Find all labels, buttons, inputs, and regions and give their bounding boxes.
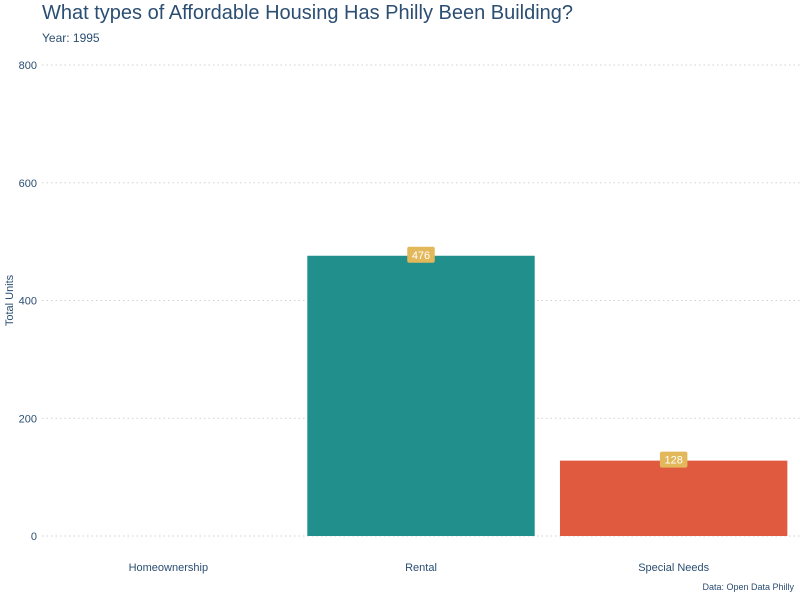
data-label: 476 [412,250,430,262]
y-tick-label: 400 [19,296,37,308]
data-source-caption: Data: Open Data Philly [702,582,794,592]
data-labels: 476 128 [407,246,688,468]
y-tick-label: 600 [19,178,37,190]
bars [307,255,788,536]
chart-title: What types of Affordable Housing Has Phi… [42,2,574,24]
x-tick-label: Rental [405,562,437,574]
axes: 0 200 400 600 800 Total Units Homeownership Ren… [4,60,710,574]
data-label-background [407,246,435,263]
x-tick-label: Homeownership [129,562,208,574]
x-tick-label: Special Needs [638,562,709,574]
bar-rental [307,255,535,536]
y-tick-label: 200 [19,413,37,425]
y-axis-label: Total Units [4,274,16,326]
chart-subtitle: Year: 1995 [42,31,100,45]
bar-special-needs [559,460,788,536]
data-label: 128 [664,455,682,467]
y-tick-label: 0 [31,531,37,543]
data-label-background [659,451,688,468]
y-tick-label: 800 [19,60,37,72]
